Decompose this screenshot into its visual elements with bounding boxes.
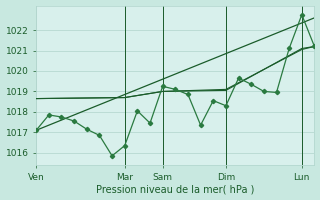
X-axis label: Pression niveau de la mer( hPa ): Pression niveau de la mer( hPa ) — [96, 184, 254, 194]
